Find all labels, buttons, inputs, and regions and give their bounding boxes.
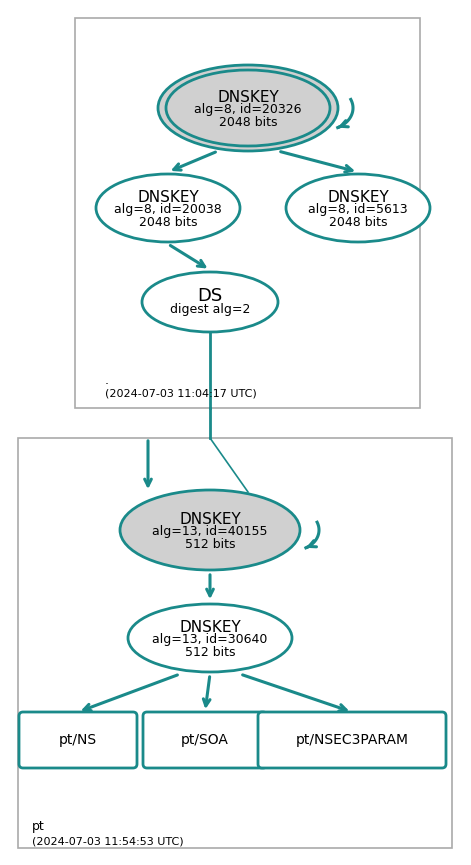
Ellipse shape xyxy=(120,490,300,570)
Ellipse shape xyxy=(286,174,430,242)
Text: 2048 bits: 2048 bits xyxy=(139,215,197,228)
Text: DNSKEY: DNSKEY xyxy=(327,190,389,206)
Text: (2024-07-03 11:54:53 UTC): (2024-07-03 11:54:53 UTC) xyxy=(32,836,184,846)
FancyBboxPatch shape xyxy=(19,712,137,768)
Ellipse shape xyxy=(128,604,292,672)
Text: pt/SOA: pt/SOA xyxy=(181,733,229,747)
Text: alg=8, id=20326: alg=8, id=20326 xyxy=(194,104,302,117)
Text: alg=8, id=5613: alg=8, id=5613 xyxy=(308,203,408,216)
Text: pt/NS: pt/NS xyxy=(59,733,97,747)
FancyBboxPatch shape xyxy=(258,712,446,768)
Text: DNSKEY: DNSKEY xyxy=(137,190,199,206)
Text: pt: pt xyxy=(32,820,45,833)
Text: 512 bits: 512 bits xyxy=(185,537,235,550)
Text: alg=8, id=20038: alg=8, id=20038 xyxy=(114,203,222,216)
Text: DNSKEY: DNSKEY xyxy=(179,620,241,636)
Text: (2024-07-03 11:04:17 UTC): (2024-07-03 11:04:17 UTC) xyxy=(105,388,257,398)
Text: DNSKEY: DNSKEY xyxy=(179,512,241,528)
Ellipse shape xyxy=(166,70,330,146)
Text: 2048 bits: 2048 bits xyxy=(329,215,387,228)
Ellipse shape xyxy=(158,65,338,151)
Text: DNSKEY: DNSKEY xyxy=(217,91,279,106)
Text: DS: DS xyxy=(197,287,223,305)
FancyBboxPatch shape xyxy=(143,712,267,768)
Text: pt/NSEC3PARAM: pt/NSEC3PARAM xyxy=(295,733,408,747)
Ellipse shape xyxy=(142,272,278,332)
Bar xyxy=(18,438,452,848)
Ellipse shape xyxy=(96,174,240,242)
Text: digest alg=2: digest alg=2 xyxy=(170,304,250,317)
Text: alg=13, id=30640: alg=13, id=30640 xyxy=(152,633,268,646)
Text: alg=13, id=40155: alg=13, id=40155 xyxy=(152,526,268,539)
Bar xyxy=(75,18,420,408)
Text: 2048 bits: 2048 bits xyxy=(219,116,277,129)
Text: .: . xyxy=(105,374,109,387)
Text: 512 bits: 512 bits xyxy=(185,645,235,658)
